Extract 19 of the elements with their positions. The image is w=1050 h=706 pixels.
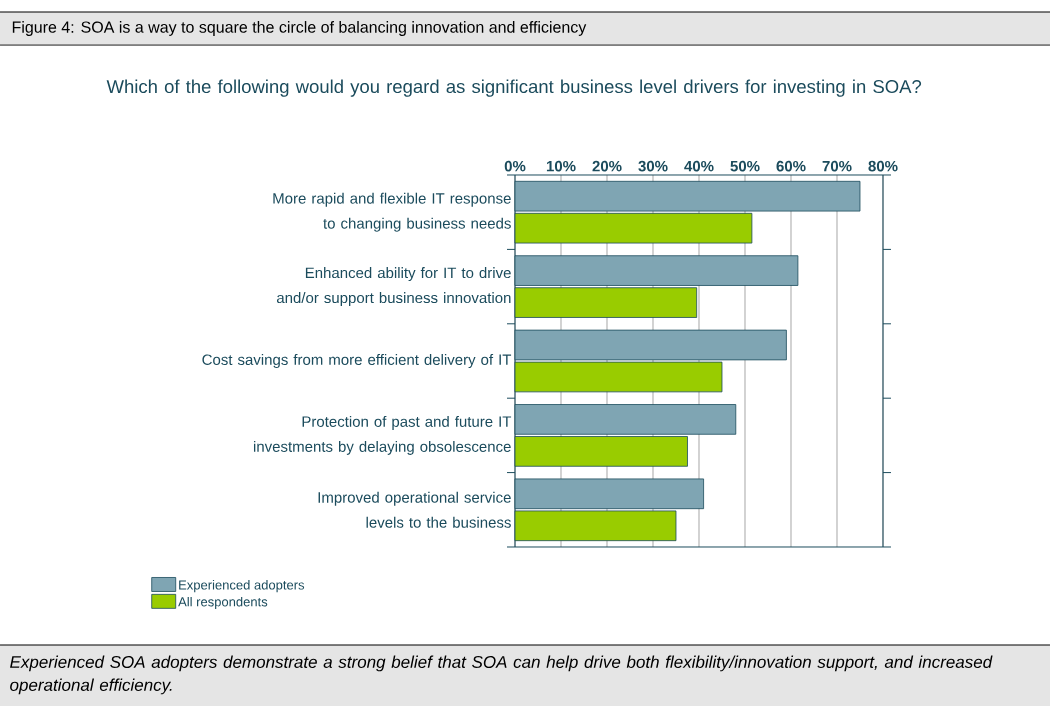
x-tick-label: 10%: [546, 160, 576, 172]
y-tick-label: Cost savings from more efficient delivery of IT: [202, 354, 512, 368]
x-tick-label: 60%: [776, 160, 806, 172]
legend-label: Experienced adopters: [179, 580, 305, 593]
y-tick-label: Improved operational service levels to the business: [318, 491, 511, 528]
x-tick-label: 70%: [822, 160, 852, 172]
legend-label: All respondents: [178, 596, 268, 610]
x-tick-label: 20%: [592, 160, 622, 172]
chart-subtitle: Which of the following would you regard as significant business level drivers for investing in SOA?: [106, 79, 922, 97]
text: Experienced SOA adopters demonstrate a strong belief that SOA can help drive both flexibility/innovation support, and increased operational efficiency.: [10, 655, 993, 695]
x-tick-label: 40%: [684, 160, 714, 172]
x-tick-label: 30%: [638, 160, 668, 172]
x-tick-label: 80%: [868, 160, 898, 172]
y-tick-label: Enhanced ability for IT to drive and/or support business innovation: [276, 267, 511, 307]
x-tick-label: 0%: [504, 160, 526, 172]
y-tick-label: More rapid and flexible IT response to changing business needs: [273, 192, 511, 232]
text: Figure 4: SOA is a way to square the circle of balancing innovation and efficiency: [12, 21, 587, 36]
x-tick-label: 50%: [730, 160, 760, 172]
y-tick-label: Protection of past and future IT investments by delaying obsolescence: [253, 415, 512, 455]
